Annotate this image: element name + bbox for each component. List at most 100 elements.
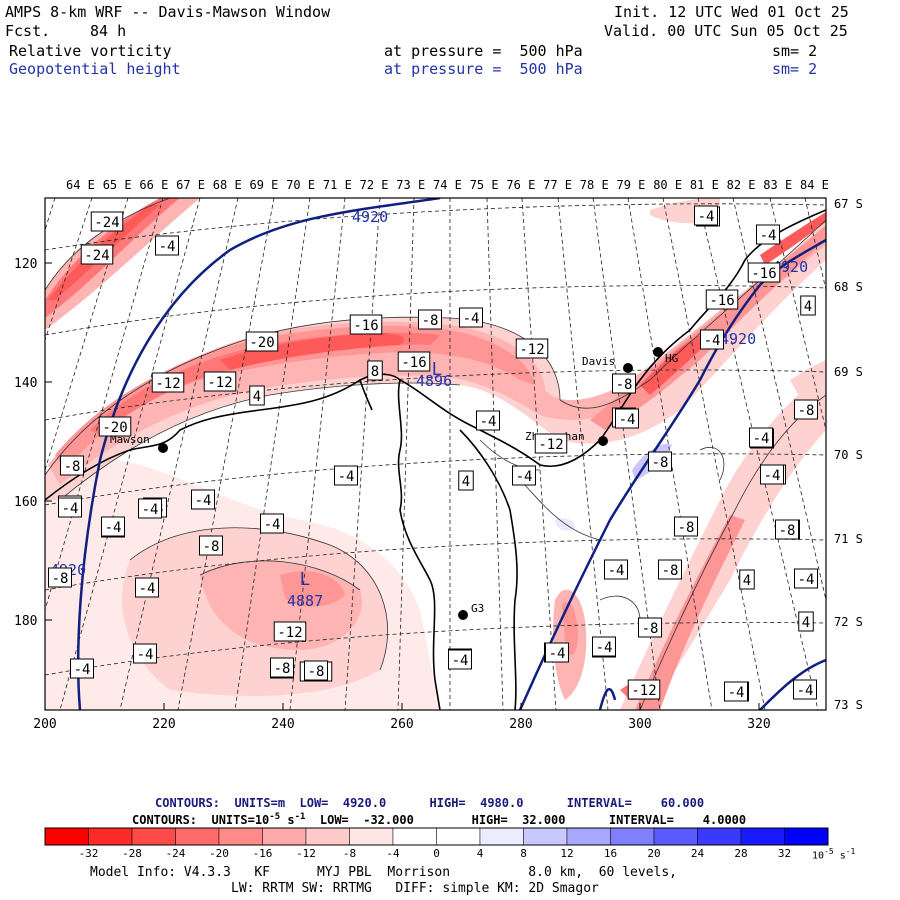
station-markers	[158, 347, 663, 620]
colorbar-label: -8	[343, 847, 356, 860]
colorbar-cell	[479, 827, 524, 846]
vorticity-label: -8	[775, 519, 799, 540]
vorticity-label: -4	[191, 489, 215, 510]
vorticity-label: -4	[793, 679, 817, 700]
vorticity-label: -8	[418, 309, 442, 330]
vorticity-label: -24	[80, 244, 114, 265]
grid-x-label: 300	[628, 717, 651, 732]
colorbar-label: -32	[79, 847, 99, 860]
svg-text:-8: -8	[203, 539, 220, 555]
vorticity-label: -4	[760, 464, 784, 485]
svg-text:-4: -4	[62, 501, 79, 517]
height-contour-info: CONTOURS: UNITS=m LOW= 4920.0 HIGH= 4980…	[155, 796, 705, 810]
vorticity-label: -4	[138, 498, 162, 519]
grid-y-label: 160	[14, 495, 37, 510]
colorbar-cell	[131, 827, 176, 846]
longitude-label: 75 E	[470, 178, 499, 192]
coastline	[45, 209, 826, 710]
colorbar-cell	[697, 827, 742, 846]
svg-text:-4: -4	[596, 640, 613, 656]
colorbar-cell	[218, 827, 263, 846]
svg-text:-4: -4	[608, 563, 625, 579]
vorticity-label: -20	[98, 416, 132, 437]
grid-y-label: 180	[14, 614, 37, 629]
svg-text:-8: -8	[678, 520, 695, 536]
vorticity-label: -12	[273, 621, 307, 642]
axis-ticks	[44, 262, 760, 710]
height-label: 4920	[772, 258, 808, 276]
vorticity-label: -16	[747, 262, 781, 283]
svg-text:-4: -4	[480, 414, 497, 430]
vorticity-label: -4	[512, 465, 536, 486]
svg-text:-24: -24	[94, 215, 119, 231]
vorticity-label: -8	[794, 399, 818, 420]
vorticity-label: 4	[249, 385, 265, 406]
svg-text:-24: -24	[84, 248, 109, 264]
grid-x-label: 200	[33, 717, 56, 732]
low-marker-2: L	[432, 359, 442, 379]
colorbar-cell	[88, 827, 133, 846]
vorticity-label: -24	[90, 211, 124, 232]
longitude-label: 67 E	[176, 178, 205, 192]
vorticity-label: -4	[694, 205, 718, 226]
field2-smoothing: sm= 2	[772, 60, 818, 78]
vorticity-label: -8	[658, 559, 682, 580]
svg-text:-4: -4	[764, 468, 781, 484]
vorticity-label: -4	[133, 643, 157, 664]
vorticity-label: -4	[724, 681, 748, 702]
longitude-label: 83 E	[763, 178, 792, 192]
svg-text:-12: -12	[155, 376, 180, 392]
field2-pressure: at pressure = 500 hPa	[384, 60, 583, 78]
grid-y-label: 140	[14, 376, 37, 391]
longitude-label: 66 E	[139, 178, 168, 192]
colorbar-label: 8	[520, 847, 527, 860]
grid-x-labels: 200 220 240 260 280 300 320	[33, 717, 770, 732]
colorbar-cell	[44, 827, 89, 846]
colorbar-cell	[523, 827, 568, 846]
latitude-label: 71 S	[834, 532, 863, 546]
colorbar-cell	[349, 827, 394, 846]
vorticity-label: -16	[397, 351, 431, 372]
vorticity-label: -4	[70, 658, 94, 679]
low-marker-1: L	[300, 569, 310, 589]
vorticity-label: -4	[592, 636, 616, 657]
station-dot-mawson	[158, 443, 168, 453]
svg-text:-16: -16	[401, 355, 426, 371]
longitude-label: 74 E	[433, 178, 462, 192]
vorticity-contour-info: CONTOURS: UNITS=10-5 s-1 LOW= -32.000 HI…	[132, 812, 747, 827]
longitude-label: 81 E	[690, 178, 719, 192]
vorticity-label: -4	[334, 465, 358, 486]
svg-text:-12: -12	[538, 437, 563, 453]
vorticity-label: 4	[800, 295, 816, 316]
station-dot-zhongshan	[598, 436, 608, 446]
svg-text:4: 4	[743, 573, 751, 589]
grid-x-label: 320	[747, 717, 770, 732]
station-label-g3: G3	[471, 602, 484, 615]
vorticity-label: -4	[794, 568, 818, 589]
height-label: 4920	[352, 208, 388, 226]
svg-text:-4: -4	[760, 228, 777, 244]
colorbar-label: 0	[433, 847, 440, 860]
model-info-line2: LW: RRTM SW: RRTMG DIFF: simple KM: 2D S…	[231, 881, 599, 896]
svg-text:-12: -12	[277, 625, 302, 641]
svg-text:-8: -8	[308, 664, 325, 680]
colorbar-cell	[740, 827, 785, 846]
latitude-label: 70 S	[834, 448, 863, 462]
svg-text:-4: -4	[139, 581, 156, 597]
latitude-label: 72 S	[834, 615, 863, 629]
vorticity-label: -4	[604, 559, 628, 580]
vorticity-label: -12	[203, 371, 237, 392]
forecast-hour: 84 h	[90, 22, 127, 40]
vorticity-label: -16	[705, 289, 739, 310]
model-title: AMPS 8-km WRF -- Davis-Mawson Window	[5, 3, 331, 21]
svg-text:-4: -4	[463, 311, 480, 327]
map-frame	[44, 197, 827, 711]
colorbar-label: 16	[604, 847, 617, 860]
colorbar-label: -4	[386, 847, 400, 860]
svg-text:-8: -8	[274, 661, 291, 677]
vorticity-label: 8	[367, 360, 383, 381]
svg-text:-20: -20	[249, 335, 274, 351]
latitude-labels: 67 S 68 S 69 S 70 S 71 S 72 S 73 S	[834, 197, 863, 712]
svg-text:-4: -4	[452, 653, 469, 669]
svg-text:-16: -16	[353, 318, 378, 334]
